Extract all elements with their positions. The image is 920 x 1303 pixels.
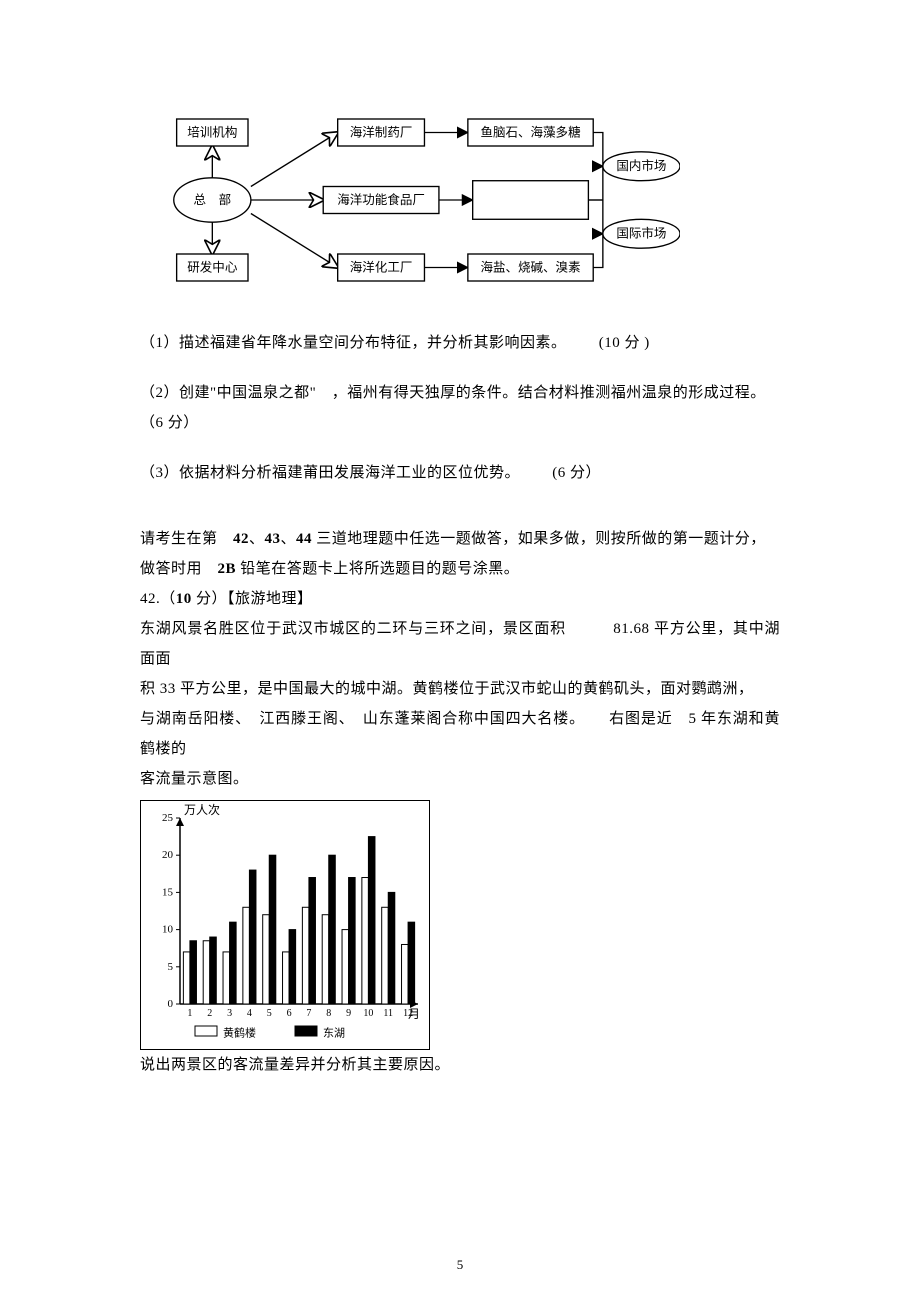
svg-text:10: 10 — [363, 1008, 373, 1019]
svg-text:10: 10 — [162, 924, 174, 936]
q42-body: 客流量示意图。 — [140, 771, 249, 787]
question-2-text: （2）创建"中国温泉之都" ，福州有得天独厚的条件。结合材料推测福州温泉的形成过… — [140, 385, 766, 401]
question-42-tail: 说出两景区的客流量差异并分析其主要原因。 — [140, 1050, 780, 1080]
spacer — [140, 438, 780, 458]
svg-text:11: 11 — [383, 1008, 393, 1019]
visitor-chart: 0510152025万人次月123456789101112黄鹤楼东湖 — [140, 800, 430, 1050]
question-3-text: （3）依据材料分析福建莆田发展海洋工业的区位优势。 — [140, 465, 520, 481]
flow-diagram: 总 部培训机构研发中心海洋制药厂海洋功能食品厂海洋化工厂鱼脑石、海藻多糖肝肽命源… — [140, 100, 680, 300]
svg-text:1: 1 — [187, 1008, 192, 1019]
svg-text:海洋功能食品厂: 海洋功能食品厂 — [337, 192, 425, 207]
q42-body: 东湖风景名胜区位于武汉市城区的二环与三环之间，景区面积 81.68 平方公里，其… — [140, 621, 780, 667]
instruction-text: 三道地理题中任选一题做答，如果多做，则按所做的第一题计分， — [312, 531, 766, 547]
svg-text:12: 12 — [403, 1008, 413, 1019]
svg-text:9: 9 — [346, 1008, 351, 1019]
svg-text:5: 5 — [267, 1008, 272, 1019]
svg-text:总 部: 总 部 — [194, 193, 232, 207]
flow-diagram-svg: 总 部培训机构研发中心海洋制药厂海洋功能食品厂海洋化工厂鱼脑石、海藻多糖肝肽命源… — [140, 100, 680, 300]
svg-text:东湖: 东湖 — [323, 1027, 345, 1040]
svg-text:15: 15 — [162, 886, 174, 898]
instruction-num: 42 — [233, 531, 249, 547]
q42-body: 与湖南岳阳楼、 江西滕王阁、 山东蓬莱阁合称中国四大名楼。 右图是近 5 年东湖… — [140, 711, 780, 757]
instruction-num: 44 — [296, 531, 312, 547]
svg-text:鱼脑石、海藻多糖: 鱼脑石、海藻多糖 — [480, 125, 581, 140]
q42-head-num: 10 — [176, 591, 192, 607]
instruction-text: 、 — [249, 531, 265, 547]
q42-head: 分）【旅游地理】 — [192, 591, 313, 607]
svg-text:2: 2 — [207, 1008, 212, 1019]
question-2-points: （6 分） — [140, 415, 199, 431]
instruction-text: 铅笔在答题卡上将所选题目的题号涂黑。 — [236, 561, 519, 577]
svg-text:海洋制药厂: 海洋制药厂 — [350, 126, 413, 140]
svg-text:研发中心: 研发中心 — [187, 260, 238, 275]
question-1-points: (10 分 ) — [599, 335, 650, 351]
instruction-text: 、 — [281, 531, 297, 547]
question-3-points: (6 分） — [552, 465, 601, 481]
svg-text:国际市场: 国际市场 — [616, 226, 666, 241]
question-1: （1）描述福建省年降水量空间分布特征，并分析其影响因素。 (10 分 ) — [140, 328, 780, 358]
page: 总 部培训机构研发中心海洋制药厂海洋功能食品厂海洋化工厂鱼脑石、海藻多糖肝肽命源… — [0, 0, 920, 1303]
spacer — [140, 488, 780, 524]
q42-body: 积 33 平方公里，是中国最大的城中湖。黄鹤楼位于武汉市蛇山的黄鹤矶头，面对鹦鹉… — [140, 681, 754, 697]
svg-text:6: 6 — [287, 1008, 292, 1019]
instruction-bold: 2B — [218, 561, 237, 577]
svg-text:黄鹤楼: 黄鹤楼 — [223, 1026, 256, 1040]
svg-text:3: 3 — [227, 1008, 232, 1019]
svg-text:25: 25 — [162, 812, 174, 824]
svg-text:国内市场: 国内市场 — [616, 158, 666, 173]
svg-text:海盐、烧碱、溴素: 海盐、烧碱、溴素 — [480, 261, 580, 275]
question-3: （3）依据材料分析福建莆田发展海洋工业的区位优势。 (6 分） — [140, 458, 780, 488]
question-2: （2）创建"中国温泉之都" ，福州有得天独厚的条件。结合材料推测福州温泉的形成过… — [140, 378, 780, 438]
svg-text:万人次: 万人次 — [184, 803, 220, 817]
svg-text:20: 20 — [162, 849, 174, 861]
svg-text:5: 5 — [168, 961, 174, 973]
page-number: 5 — [0, 1257, 920, 1273]
svg-text:海洋化工厂: 海洋化工厂 — [350, 261, 413, 275]
svg-text:8: 8 — [326, 1008, 331, 1019]
instruction-text: 做答时用 — [140, 561, 218, 577]
question-1-text: （1）描述福建省年降水量空间分布特征，并分析其影响因素。 — [140, 335, 567, 351]
visitor-chart-svg: 0510152025万人次月123456789101112黄鹤楼东湖 — [140, 800, 430, 1050]
q42-tail-text: 说出两景区的客流量差异并分析其主要原因。 — [140, 1057, 450, 1073]
svg-text:0: 0 — [168, 998, 174, 1010]
q42-head: 42.（ — [140, 591, 176, 607]
instruction: 请考生在第 42、43、44 三道地理题中任选一题做答，如果多做，则按所做的第一… — [140, 524, 780, 584]
svg-text:7: 7 — [306, 1008, 311, 1019]
spacer — [140, 358, 780, 378]
svg-text:4: 4 — [247, 1008, 252, 1019]
instruction-num: 43 — [265, 531, 281, 547]
instruction-text: 请考生在第 — [140, 531, 233, 547]
question-42: 42.（10 分）【旅游地理】 东湖风景名胜区位于武汉市城区的二环与三环之间，景… — [140, 584, 780, 794]
svg-text:培训机构: 培训机构 — [187, 125, 237, 140]
